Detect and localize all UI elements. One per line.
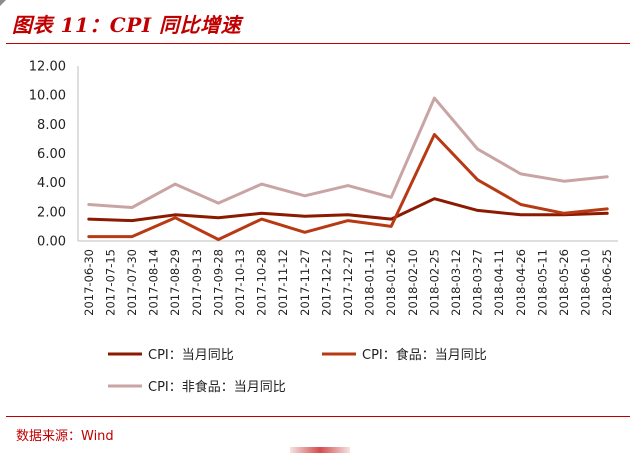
x-tick-label: 2018-04-11 <box>492 249 506 316</box>
x-tick-label: 2018-02-25 <box>427 249 441 316</box>
corner-mark <box>0 0 6 6</box>
y-tick-label: 0.00 <box>37 235 66 250</box>
y-tick-label: 8.00 <box>37 118 66 133</box>
x-tick-label: 2017-10-13 <box>233 249 247 316</box>
x-tick-label: 2018-02-10 <box>406 249 420 316</box>
footer-rule <box>6 416 630 417</box>
x-tick-label: 2017-07-15 <box>103 249 117 316</box>
x-tick-label: 2018-04-26 <box>514 249 528 316</box>
x-tick-label: 2018-05-26 <box>557 249 571 316</box>
legend-label: CPI：食品：当月同比 <box>362 347 487 363</box>
chart-title: 图表 11：CPI 同比增速 <box>12 13 242 37</box>
cpi-line-chart: 0.00 2.00 4.00 6.00 8.00 10.00 12.00 2017-06-3… <box>29 60 618 395</box>
x-tick-label: 2018-06-10 <box>579 249 593 316</box>
series-line-2 <box>87 133 609 241</box>
x-tick-label: 2017-09-13 <box>190 249 204 316</box>
y-tick-label: 6.00 <box>37 147 66 162</box>
y-tick-label: 4.00 <box>37 176 66 191</box>
x-tick-label: 2017-07-30 <box>125 249 139 316</box>
x-tick-label: 2017-06-30 <box>82 249 96 316</box>
series-line-1 <box>87 197 609 223</box>
series-line-3 <box>87 96 609 209</box>
x-axis: 2017-06-30 2017-07-15 2017-07-30 2017-08-14… <box>78 240 618 316</box>
x-tick-label: 2017-11-27 <box>298 249 312 316</box>
legend-label: CPI：非食品：当月同比 <box>148 379 286 395</box>
x-tick-label: 2018-06-25 <box>600 249 614 316</box>
bottom-accent <box>290 447 350 453</box>
legend-label: CPI：当月同比 <box>148 348 234 363</box>
x-tick-label: 2017-08-14 <box>147 249 161 316</box>
y-tick-label: 12.00 <box>29 60 66 75</box>
title-bar: 图表 11：CPI 同比增速 <box>0 0 636 44</box>
y-tick-label: 10.00 <box>29 89 66 104</box>
x-tick-label: 2017-09-28 <box>211 249 225 316</box>
x-tick-label: 2017-08-29 <box>168 249 182 316</box>
y-tick-label: 2.00 <box>37 205 66 220</box>
x-tick-label: 2018-01-11 <box>363 249 377 316</box>
series-layer <box>87 96 609 241</box>
x-tick-label: 2018-03-27 <box>471 249 485 316</box>
x-tick-label: 2018-01-26 <box>384 249 398 316</box>
y-axis: 0.00 2.00 4.00 6.00 8.00 10.00 12.00 <box>29 60 79 250</box>
x-tick-label: 2017-12-12 <box>319 249 333 316</box>
x-tick-label: 2018-05-11 <box>535 249 549 316</box>
x-tick-label: 2017-11-12 <box>276 249 290 316</box>
source-note: 数据来源：Wind <box>16 429 114 444</box>
x-tick-label: 2017-12-27 <box>341 249 355 316</box>
x-tick-label: 2018-03-12 <box>449 249 463 316</box>
legend: CPI：当月同比 CPI：食品：当月同比 CPI：非食品：当月同比 <box>108 347 487 395</box>
title-rule <box>6 43 630 44</box>
x-tick-label: 2017-10-28 <box>255 249 269 316</box>
